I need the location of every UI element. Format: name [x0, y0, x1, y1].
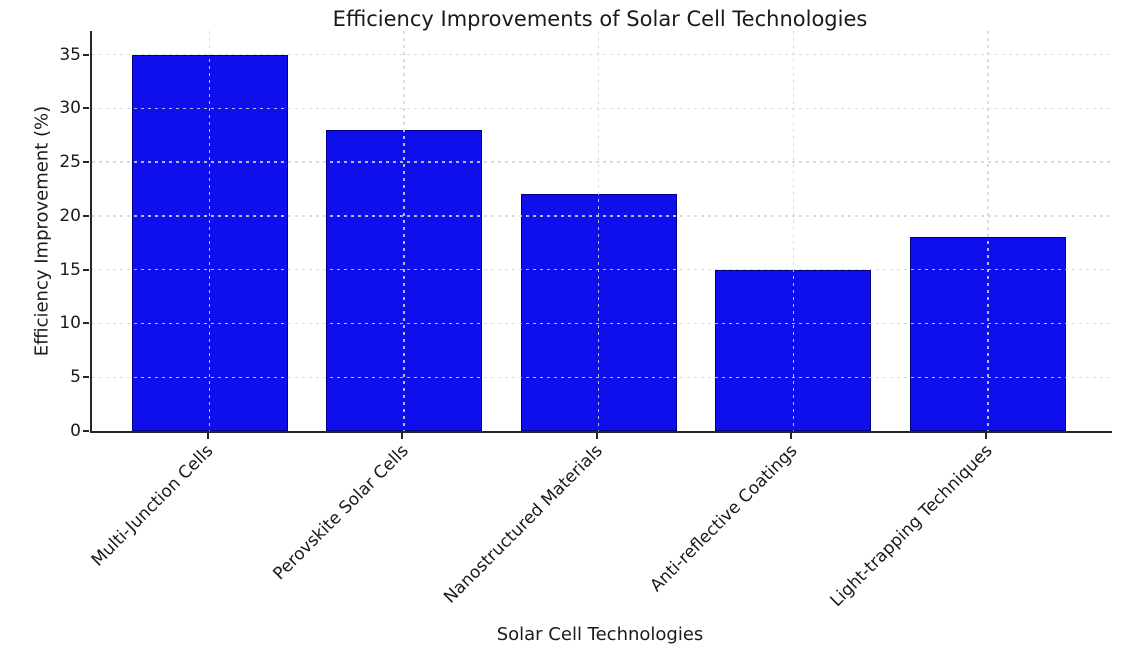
xtick-mark-multi-junction-cells — [206, 433, 209, 439]
ytick-mark-5 — [83, 376, 89, 379]
bar-nanostructured-materials — [520, 194, 677, 431]
ytick-mark-30 — [83, 107, 89, 110]
gridline-x-light-trapping-techniques — [987, 31, 989, 431]
x-axis-label: Solar Cell Technologies — [496, 624, 704, 645]
gridline-y-20 — [92, 215, 1112, 217]
gridline-y-25 — [92, 161, 1112, 163]
xtick-mark-light-trapping-techniques — [984, 433, 987, 439]
bar-perovskite-solar-cells — [326, 129, 483, 431]
gridline-y-15 — [92, 269, 1112, 271]
ytick-label-5: 5 — [70, 367, 81, 388]
bars-layer — [92, 31, 1112, 431]
gridline-x-anti-reflective-coatings — [792, 31, 794, 431]
xtick-mark-perovskite-solar-cells — [401, 433, 404, 439]
xtick-label-nanostructured-materials: Nanostructured Materials — [440, 441, 607, 608]
bar-light-trapping-techniques — [909, 237, 1066, 431]
gridline-x-perovskite-solar-cells — [403, 31, 405, 431]
xtick-label-perovskite-solar-cells: Perovskite Solar Cells — [269, 441, 413, 585]
ytick-label-30: 30 — [59, 98, 81, 119]
ytick-mark-25 — [83, 161, 89, 164]
ytick-label-0: 0 — [70, 421, 81, 441]
ytick-mark-0 — [83, 430, 89, 432]
gridline-y-35 — [92, 53, 1112, 56]
gridline-x-nanostructured-materials — [598, 31, 600, 431]
ytick-mark-15 — [83, 268, 89, 271]
xtick-label-anti-reflective-coatings: Anti-reflective Coatings — [646, 441, 802, 597]
ytick-mark-10 — [83, 322, 89, 325]
ytick-label-10: 10 — [59, 313, 81, 334]
plot-area — [90, 31, 1112, 433]
ytick-label-35: 35 — [59, 44, 81, 65]
gridline-y-10 — [92, 322, 1112, 325]
ytick-mark-35 — [83, 53, 89, 56]
xtick-mark-nanostructured-materials — [595, 433, 598, 439]
gridline-y-5 — [92, 376, 1112, 378]
gridline-x-multi-junction-cells — [208, 31, 211, 431]
bar-multi-junction-cells — [131, 54, 288, 431]
gridline-y-30 — [92, 107, 1112, 110]
ytick-label-25: 25 — [59, 152, 81, 173]
grid-layer — [92, 31, 1112, 431]
xtick-label-multi-junction-cells: Multi-Junction Cells — [88, 441, 218, 571]
chart-title: Efficiency Improvements of Solar Cell Te… — [332, 7, 868, 31]
bar-anti-reflective-coatings — [715, 269, 872, 431]
ytick-mark-20 — [83, 214, 89, 217]
ytick-label-20: 20 — [59, 205, 81, 226]
xtick-mark-anti-reflective-coatings — [790, 433, 793, 439]
ytick-label-15: 15 — [59, 259, 81, 280]
xtick-label-light-trapping-techniques: Light-trapping Techniques — [826, 441, 997, 611]
